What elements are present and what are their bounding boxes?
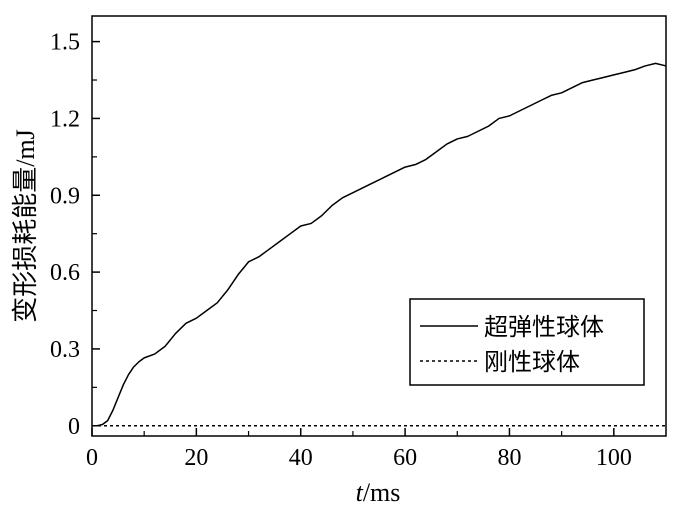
legend: 超弹性球体 刚性球体 — [409, 298, 645, 386]
y-tick-label: 0.6 — [50, 260, 80, 286]
y-tick-label: 0 — [68, 414, 80, 440]
plot-frame — [91, 15, 667, 437]
legend-box — [409, 298, 645, 386]
ticks-layer: 0 20 40 60 80 100 0 0.3 0.6 0.9 1.2 1.5 — [50, 30, 632, 471]
x-axis-title: t/ms — [356, 478, 401, 507]
x-axis-title-italic: t — [356, 478, 364, 507]
y-tick-label: 0.3 — [50, 337, 80, 363]
legend-label-hyperelastic: 超弹性球体 — [484, 313, 604, 341]
x-tick-label: 80 — [497, 445, 521, 471]
y-tick-label: 0.9 — [50, 183, 80, 209]
x-tick-label: 40 — [289, 445, 313, 471]
y-axis-title: 变形损耗能量/mJ — [11, 129, 40, 323]
x-tick-label: 20 — [184, 445, 208, 471]
x-axis-title-unit: /ms — [363, 478, 401, 507]
y-tick-label: 1.2 — [50, 106, 80, 132]
series-line-0 — [92, 62, 667, 427]
x-tick-label: 0 — [86, 445, 98, 471]
x-tick-label: 60 — [393, 445, 417, 471]
x-tick-label: 100 — [596, 445, 632, 471]
y-tick-label: 1.5 — [50, 30, 80, 56]
legend-label-rigid: 刚性球体 — [484, 348, 580, 376]
series-layer — [92, 62, 667, 427]
